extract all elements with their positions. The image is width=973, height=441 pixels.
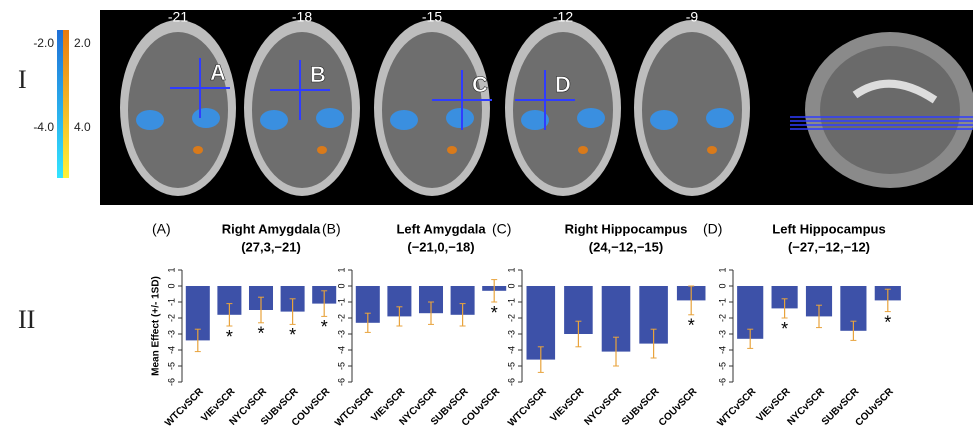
crosshair-label: D bbox=[555, 72, 571, 97]
panel-label: (C) bbox=[492, 221, 511, 237]
y-tick-label: -1 bbox=[336, 298, 346, 306]
y-tick-label: -2 bbox=[336, 314, 346, 322]
activation bbox=[136, 110, 164, 130]
colorbar-label: -2.0 bbox=[33, 36, 54, 50]
colorbar-positive bbox=[63, 30, 69, 178]
y-tick-label: 0 bbox=[166, 283, 176, 288]
slice-label: -15 bbox=[422, 9, 442, 25]
slice-label: -9 bbox=[686, 9, 699, 25]
figure: I II -2.0 2.0 -4.0 4.0 -21-18-15-12-9ABC… bbox=[0, 0, 973, 441]
y-tick-label: -2 bbox=[166, 314, 176, 322]
activation bbox=[650, 110, 678, 130]
chart-subtitle: (−21,0,−18) bbox=[407, 239, 474, 254]
activation bbox=[577, 108, 605, 128]
y-tick-label: 1 bbox=[506, 267, 516, 272]
colorbar-negative bbox=[57, 30, 63, 178]
y-tick-label: -2 bbox=[506, 314, 516, 322]
y-tick-label: -6 bbox=[506, 378, 516, 386]
y-tick-label: -3 bbox=[717, 330, 727, 338]
y-tick-label: -1 bbox=[166, 298, 176, 306]
x-tick-label: NYCvSCR bbox=[582, 386, 624, 428]
y-tick-label: -2 bbox=[717, 314, 727, 322]
significance-marker: * bbox=[321, 317, 328, 337]
significance-marker: * bbox=[257, 324, 264, 344]
y-tick-label: -5 bbox=[336, 362, 346, 370]
slice-label: -12 bbox=[553, 9, 573, 25]
y-tick-label: 0 bbox=[717, 283, 727, 288]
activation bbox=[316, 108, 344, 128]
y-tick-label: -4 bbox=[166, 346, 176, 354]
y-tick-label: -3 bbox=[166, 330, 176, 338]
chart-subtitle: (24,−12,−15) bbox=[589, 239, 663, 254]
significance-marker: * bbox=[688, 316, 695, 336]
y-tick-label: -4 bbox=[336, 346, 346, 354]
x-tick-label: WTCvSCR bbox=[163, 386, 206, 429]
y-tick-label: -4 bbox=[717, 346, 727, 354]
crosshair-label: A bbox=[210, 60, 226, 85]
y-tick-label: -6 bbox=[166, 378, 176, 386]
activation bbox=[446, 108, 474, 128]
panel-label: (A) bbox=[152, 221, 171, 237]
colorbar-label: 2.0 bbox=[74, 36, 91, 50]
x-tick-label: COUvSCR bbox=[853, 386, 896, 429]
y-tick-label: -5 bbox=[506, 362, 516, 370]
chart-subtitle: (27,3,−21) bbox=[241, 239, 301, 254]
chart-subtitle: (−27,−12,−12) bbox=[788, 239, 870, 254]
y-tick-label: -6 bbox=[717, 378, 727, 386]
significance-marker: * bbox=[226, 327, 233, 347]
activation bbox=[390, 110, 418, 130]
x-tick-label: VIEvSCR bbox=[548, 386, 587, 425]
chart-title: Left Amygdala bbox=[396, 221, 486, 236]
colorbar-label: 4.0 bbox=[74, 120, 91, 134]
slice-label: -21 bbox=[168, 9, 188, 25]
x-tick-label: WTCvSCR bbox=[506, 386, 549, 429]
x-tick-label: SUBvSCR bbox=[620, 386, 662, 428]
activation bbox=[578, 146, 588, 154]
y-tick-label: -1 bbox=[717, 298, 727, 306]
y-tick-label: 0 bbox=[336, 283, 346, 288]
slice-label: -18 bbox=[292, 9, 312, 25]
y-tick-label: 1 bbox=[717, 267, 727, 272]
crosshair-label: B bbox=[310, 62, 326, 87]
y-tick-label: -1 bbox=[506, 298, 516, 306]
y-tick-label: 1 bbox=[166, 267, 176, 272]
y-tick-label: -5 bbox=[717, 362, 727, 370]
y-tick-label: 0 bbox=[506, 283, 516, 288]
y-tick-label: -3 bbox=[336, 330, 346, 338]
significance-marker: * bbox=[491, 303, 498, 323]
significance-marker: * bbox=[781, 319, 788, 339]
significance-marker: * bbox=[884, 312, 891, 332]
activation bbox=[193, 146, 203, 154]
activation bbox=[707, 146, 717, 154]
row-label: I bbox=[18, 65, 27, 94]
row-label: II bbox=[18, 305, 35, 334]
y-tick-label: -6 bbox=[336, 378, 346, 386]
panel-label: (D) bbox=[703, 221, 722, 237]
x-tick-label: WTCvSCR bbox=[333, 386, 376, 429]
panel-label: (B) bbox=[322, 221, 341, 237]
chart-title: Right Hippocampus bbox=[565, 221, 688, 236]
y-tick-label: -3 bbox=[506, 330, 516, 338]
x-tick-label: WTCvSCR bbox=[715, 386, 758, 429]
y-axis-label: Mean Effect (+/- 1SD) bbox=[151, 276, 162, 376]
colorbar-label: -4.0 bbox=[33, 120, 54, 134]
activation bbox=[260, 110, 288, 130]
activation bbox=[192, 108, 220, 128]
activation bbox=[317, 146, 327, 154]
chart-title: Left Hippocampus bbox=[772, 221, 885, 236]
activation bbox=[706, 108, 734, 128]
activation bbox=[447, 146, 457, 154]
y-tick-label: 1 bbox=[336, 267, 346, 272]
y-tick-label: -5 bbox=[166, 362, 176, 370]
significance-marker: * bbox=[289, 325, 296, 345]
crosshair-label: C bbox=[472, 72, 488, 97]
chart-title: Right Amygdala bbox=[222, 221, 321, 236]
x-tick-label: COUvSCR bbox=[657, 386, 700, 429]
y-tick-label: -4 bbox=[506, 346, 516, 354]
